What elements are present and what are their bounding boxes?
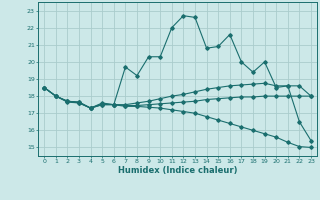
X-axis label: Humidex (Indice chaleur): Humidex (Indice chaleur) (118, 166, 237, 175)
